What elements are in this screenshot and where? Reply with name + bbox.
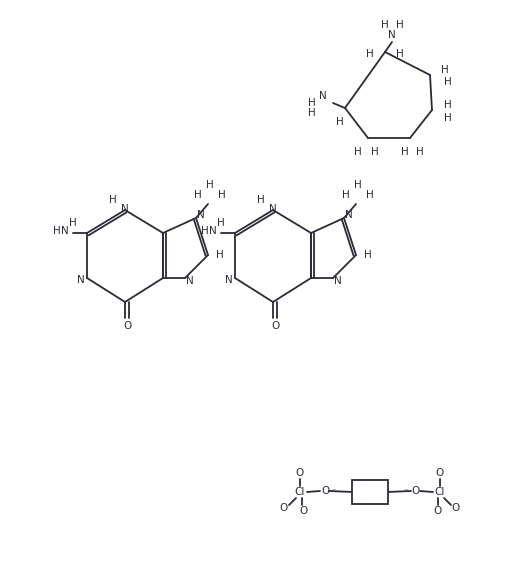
Text: H: H xyxy=(308,108,316,118)
Text: O: O xyxy=(271,321,279,331)
FancyBboxPatch shape xyxy=(352,480,388,504)
Text: ⁻: ⁻ xyxy=(404,486,408,496)
Text: O: O xyxy=(321,486,329,496)
Text: O: O xyxy=(411,486,419,496)
Text: O: O xyxy=(299,506,307,516)
Text: O: O xyxy=(296,468,304,478)
Text: Cl: Cl xyxy=(295,487,305,497)
Text: Pt: Pt xyxy=(364,485,376,499)
Text: O: O xyxy=(452,503,460,513)
Text: H: H xyxy=(401,147,409,157)
Text: H: H xyxy=(308,98,316,108)
Text: H: H xyxy=(444,100,452,110)
Text: H: H xyxy=(216,250,224,260)
Text: H: H xyxy=(364,250,372,260)
Text: H: H xyxy=(354,180,362,190)
Text: H: H xyxy=(441,65,449,75)
Text: O: O xyxy=(123,321,131,331)
Text: H: H xyxy=(257,195,265,205)
Text: N: N xyxy=(334,276,342,286)
Text: H: H xyxy=(444,77,452,87)
Text: H: H xyxy=(444,113,452,123)
Text: H: H xyxy=(396,49,404,59)
Text: H: H xyxy=(53,226,61,236)
Text: N: N xyxy=(197,210,205,220)
Text: N: N xyxy=(61,226,69,236)
Text: N: N xyxy=(225,275,233,285)
Text: H: H xyxy=(217,218,225,228)
Text: H: H xyxy=(396,20,404,30)
Text: N: N xyxy=(319,91,327,101)
Text: H: H xyxy=(336,117,344,127)
Text: ⁻: ⁻ xyxy=(332,486,336,496)
Text: H: H xyxy=(354,147,362,157)
Text: H: H xyxy=(206,180,214,190)
Text: H: H xyxy=(342,190,350,200)
Text: H: H xyxy=(69,218,77,228)
Text: N: N xyxy=(77,275,85,285)
Text: O: O xyxy=(280,503,288,513)
Text: N: N xyxy=(388,30,396,40)
Text: H: H xyxy=(371,147,379,157)
Text: Cl: Cl xyxy=(435,487,445,497)
Text: N: N xyxy=(269,204,277,214)
Text: N: N xyxy=(121,204,129,214)
Text: H: H xyxy=(218,190,226,200)
Text: O: O xyxy=(433,506,441,516)
Text: H: H xyxy=(381,20,389,30)
Text: H: H xyxy=(366,49,374,59)
Text: H: H xyxy=(366,190,374,200)
Text: N: N xyxy=(209,226,217,236)
Text: N: N xyxy=(345,210,353,220)
Text: H: H xyxy=(109,195,117,205)
Text: O: O xyxy=(436,468,444,478)
Text: N: N xyxy=(186,276,194,286)
Text: H: H xyxy=(194,190,202,200)
Text: H: H xyxy=(201,226,209,236)
Text: H: H xyxy=(416,147,424,157)
